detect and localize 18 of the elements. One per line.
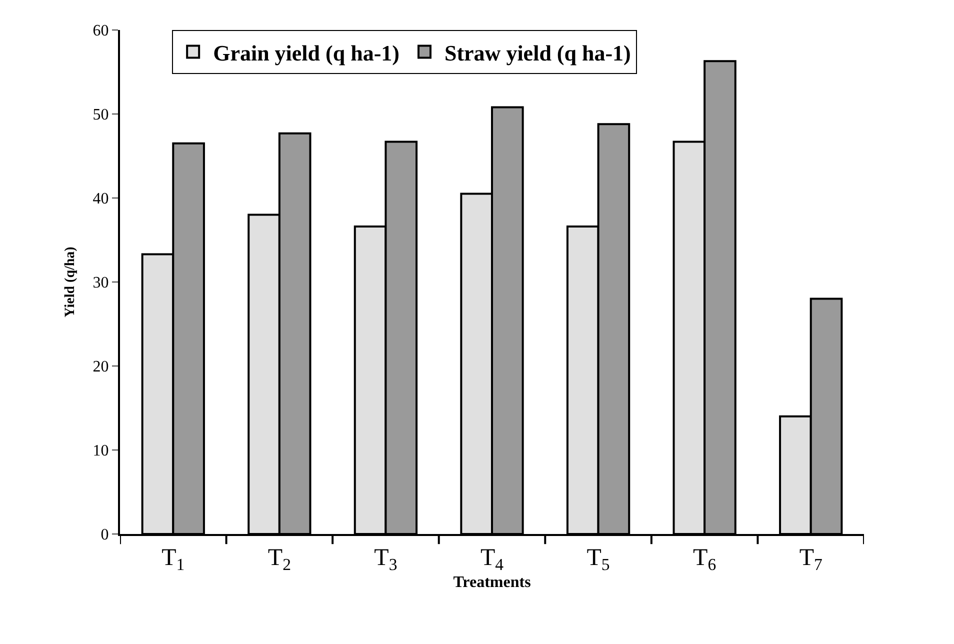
x-tick-label: T$_{5}$ [586, 544, 610, 574]
legend-label: Straw yield (q ha-1) [444, 40, 631, 66]
x-tick-label: T$_{2}$ [268, 544, 291, 574]
x-axis-title: Treatments [453, 574, 531, 591]
x-tick-label: T$_{1}$ [162, 544, 185, 574]
y-tick-label: 50 [92, 106, 109, 124]
legend-label: Grain yield (q ha-1) [213, 40, 400, 66]
y-tick-label: 60 [92, 22, 109, 40]
y-tick-label: 0 [100, 526, 109, 544]
x-tick-label: T$_{7}$ [799, 544, 822, 574]
y-tick-label: 30 [92, 274, 109, 292]
x-tick-label: T$_{6}$ [693, 544, 716, 574]
x-tick-label: T$_{3}$ [374, 544, 398, 574]
x-tick-label: T$_{4}$ [480, 544, 504, 574]
y-tick-label: 20 [92, 358, 109, 376]
y-axis-title: Yield (q/ha) [62, 246, 78, 318]
y-tick-label: 40 [92, 190, 109, 208]
y-tick-label: 10 [92, 442, 109, 460]
